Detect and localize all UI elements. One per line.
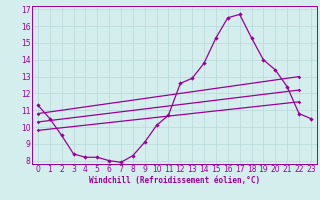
- X-axis label: Windchill (Refroidissement éolien,°C): Windchill (Refroidissement éolien,°C): [89, 176, 260, 185]
